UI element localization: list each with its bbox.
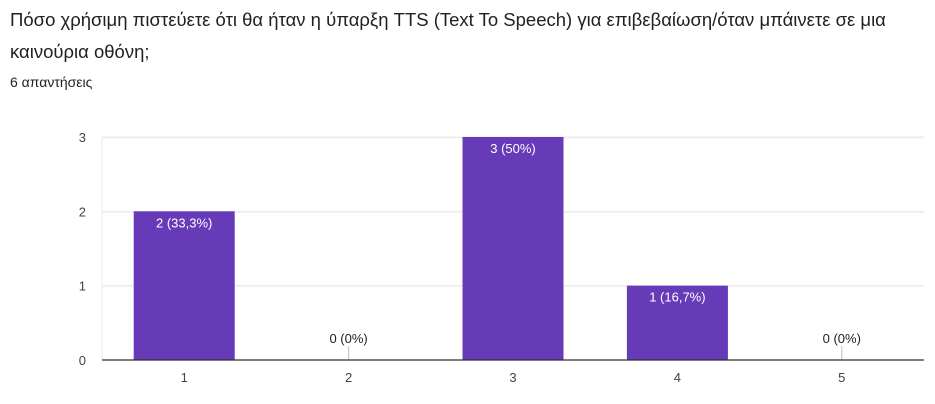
x-tick-label: 1 bbox=[181, 370, 188, 385]
data-label: 0 (0%) bbox=[823, 331, 861, 346]
bar bbox=[133, 211, 235, 360]
question-title: Πόσο χρήσιμη πιστεύετε ότι θα ήταν η ύπα… bbox=[10, 9, 886, 62]
x-tick-label: 3 bbox=[509, 370, 516, 385]
x-tick-label: 4 bbox=[674, 370, 681, 385]
bar bbox=[626, 285, 728, 360]
bar bbox=[462, 137, 564, 360]
response-count: 6 απαντήσεις bbox=[10, 74, 93, 90]
y-tick-label: 0 bbox=[79, 353, 86, 368]
data-label: 1 (16,7%) bbox=[649, 290, 705, 305]
x-tick-label: 5 bbox=[838, 370, 845, 385]
y-tick-label: 3 bbox=[79, 130, 86, 145]
data-label: 2 (33,3%) bbox=[156, 215, 212, 230]
y-tick-label: 1 bbox=[79, 279, 86, 294]
y-tick-label: 2 bbox=[79, 204, 86, 219]
data-label: 3 (50%) bbox=[490, 141, 536, 156]
x-tick-label: 2 bbox=[345, 370, 352, 385]
data-label: 0 (0%) bbox=[329, 331, 367, 346]
